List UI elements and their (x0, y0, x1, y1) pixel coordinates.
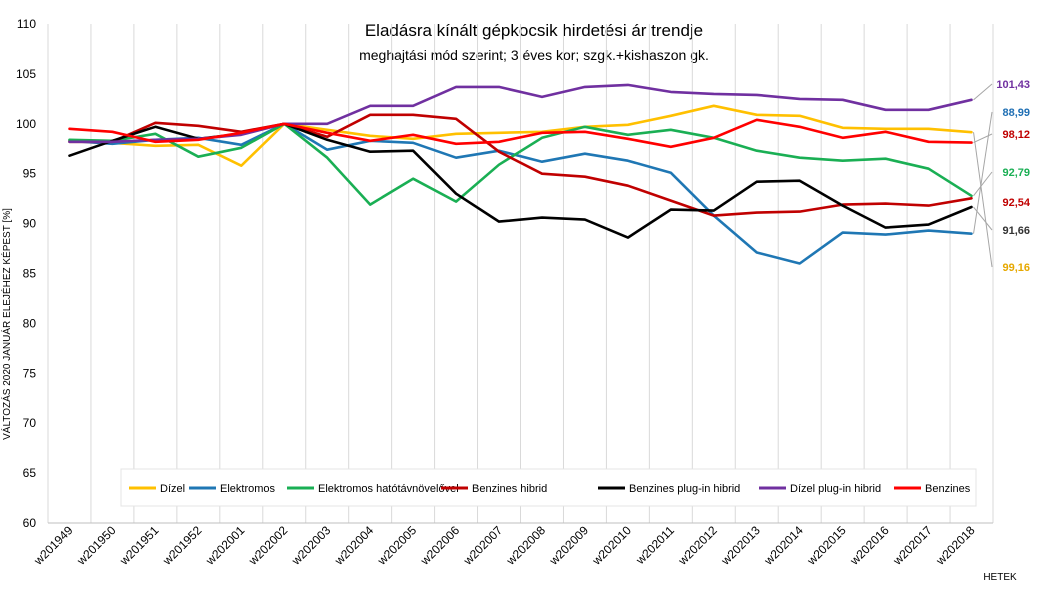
series-line-0 (68, 104, 973, 167)
x-tick-label: w202004 (331, 523, 376, 568)
series-line-1 (68, 122, 973, 265)
y-tick-label: 105 (16, 67, 36, 81)
end-label-3: 92,54 (1002, 197, 1030, 209)
x-axis-ticks: w201949w201950w201951w201952w202001w2020… (31, 523, 978, 568)
leader-line (973, 83, 993, 101)
end-label-2: 92,79 (1002, 167, 1030, 179)
x-tick-label: w201949 (31, 523, 76, 568)
x-tick-label: w202018 (933, 523, 978, 568)
y-tick-label: 85 (23, 267, 37, 281)
series-line-3 (68, 113, 973, 217)
x-tick-label: w202002 (245, 523, 290, 568)
y-tick-label: 75 (23, 366, 37, 380)
grid (47, 24, 994, 524)
legend-label-3: Benzines hibrid (472, 483, 547, 495)
x-tick-label: w201950 (73, 523, 118, 568)
y-tick-label: 110 (17, 17, 36, 31)
y-tick-label: 90 (23, 217, 37, 231)
series-lines (68, 83, 973, 265)
chart-title: Eladásra kínált gépkocsik hirdetési ár t… (365, 21, 703, 40)
end-label-0: 99,16 (1002, 262, 1030, 274)
end-label-1: 88,99 (1002, 107, 1030, 119)
x-tick-label: w202016 (847, 523, 892, 568)
legend-box (120, 468, 977, 507)
legend-label-4: Benzines plug-in hibrid (629, 483, 740, 495)
y-axis-ticks: 60 65 70 75 80 85 90 95 100 105 110 (16, 17, 36, 530)
x-tick-label: w202014 (761, 523, 806, 568)
x-tick-label: w201952 (159, 523, 204, 568)
y-tick-label: 80 (23, 316, 37, 330)
y-tick-label: 70 (23, 416, 37, 430)
x-tick-label: w202009 (546, 523, 591, 568)
leader-line (973, 206, 993, 231)
x-tick-label: w201951 (116, 523, 161, 568)
y-axis-label: VÁLTOZÁS 2020 JANUÁR ELEJÉHEZ KÉPEST [%] (0, 208, 13, 440)
end-label-5: 101,43 (996, 79, 1030, 91)
leader-line (973, 111, 993, 234)
x-tick-label: w202003 (288, 523, 333, 568)
y-tick-label: 65 (23, 466, 37, 480)
x-tick-label: w202010 (589, 523, 634, 568)
y-tick-label: 60 (23, 516, 37, 530)
y-tick-label: 100 (16, 117, 36, 131)
end-label-6: 98,12 (1002, 129, 1030, 141)
x-tick-label: w202011 (633, 523, 678, 568)
x-tick-label: w202015 (804, 523, 849, 568)
chart-subtitle: meghajtási mód szerint; 3 éves kor; szgk… (359, 47, 709, 63)
x-tick-label: w202005 (374, 523, 419, 568)
leader-line (973, 132, 993, 268)
leader-line (973, 133, 993, 144)
legend-label-5: Dízel plug-in hibrid (790, 483, 881, 495)
x-tick-label: w202017 (890, 523, 935, 568)
x-tick-label: w202013 (718, 523, 763, 568)
x-axis-label: HETEK (983, 572, 1017, 583)
legend: Dízel Elektromos Elektromos hatótávnövelőv… (120, 468, 977, 507)
legend-label-1: Elektromos (220, 483, 276, 495)
y-tick-label: 95 (23, 167, 37, 181)
x-tick-label: w202001 (202, 523, 247, 568)
end-labels: 99,16 88,99 92,79 92,54 91,66 101,43 98,12 (973, 79, 1031, 274)
x-tick-label: w202007 (460, 523, 505, 568)
x-tick-label: w202006 (417, 523, 462, 568)
x-tick-label: w202012 (675, 523, 720, 568)
legend-label-6: Benzines (925, 483, 971, 495)
series-line-2 (68, 122, 973, 206)
series-line-6 (68, 118, 973, 149)
x-tick-label: w202008 (503, 523, 548, 568)
legend-label-0: Dízel (160, 483, 185, 495)
legend-label-2: Elektromos hatótávnövelővel (318, 483, 459, 495)
end-label-4: 91,66 (1002, 225, 1030, 237)
leader-line (973, 171, 993, 197)
